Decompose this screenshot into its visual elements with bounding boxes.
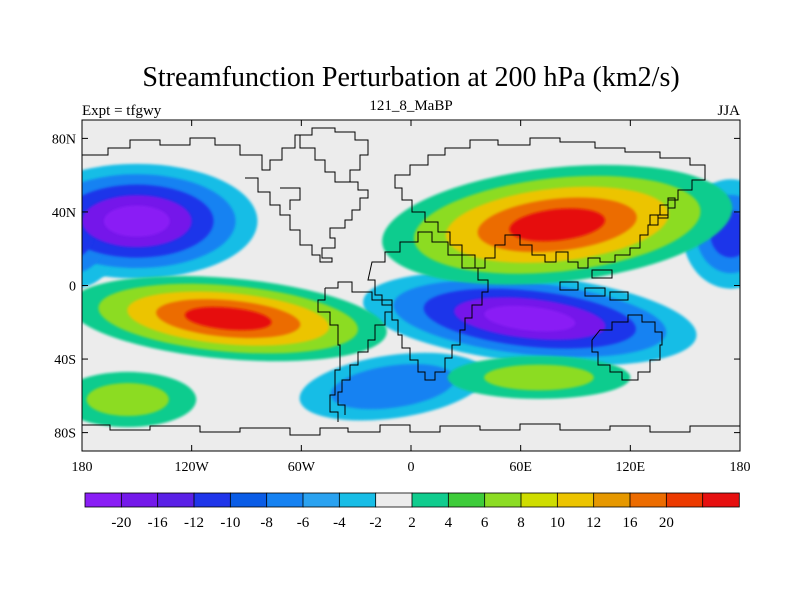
- colorbar-swatch: [411, 492, 450, 508]
- colorbar-label: -10: [220, 515, 240, 531]
- experiment-label: Expt = tfgwy: [82, 103, 162, 119]
- coastline-antarctica: [82, 423, 740, 436]
- colorbar-label: -4: [333, 515, 346, 531]
- colorbar-swatch: [193, 492, 232, 508]
- colorbar-swatch: [120, 492, 159, 508]
- y-tick-label: 40S: [54, 353, 76, 368]
- anomaly-high-7-level-8: [484, 364, 594, 391]
- colorbar-label: -16: [148, 515, 168, 531]
- colorbar-swatch: [338, 492, 377, 508]
- anomaly-high-2-level-20: [184, 306, 272, 331]
- colorbar-label: 6: [481, 515, 489, 531]
- x-tick-label: 180: [72, 460, 93, 475]
- x-tick-label: 60W: [288, 460, 316, 475]
- x-tick-label: 60E: [509, 460, 532, 475]
- season-label: JJA: [717, 103, 740, 119]
- anomaly-low-1-level-20: [103, 205, 170, 237]
- colorbar-label: 10: [550, 515, 565, 531]
- colorbar-swatch: [447, 492, 486, 508]
- x-tick-label: 0: [408, 460, 415, 475]
- y-axis: 80N 40N 0 40S 80S: [52, 132, 740, 442]
- anomaly-high-5-level-20: [509, 208, 605, 242]
- colorbar-label: 8: [517, 515, 525, 531]
- x-tick-label: 180: [730, 460, 751, 475]
- contour-band-pos-20: [184, 208, 605, 331]
- colorbar-swatch: [702, 492, 740, 508]
- colorbar-swatch: [593, 492, 631, 508]
- colorbar: -20 -16 -12 -10 -8 -6 -4 -2 2 4 6 8 10 12 16 20: [84, 492, 740, 531]
- coastline-north-america: [82, 134, 369, 263]
- colorbar-swatch: [229, 492, 268, 508]
- colorbar-swatch: [84, 492, 123, 508]
- chart-title: Streamfunction Perturbation at 200 hPa (…: [142, 62, 679, 93]
- colorbar-swatch: [375, 492, 413, 508]
- coastline-indonesia: [559, 269, 629, 301]
- colorbar-swatch: [157, 492, 195, 508]
- colorbar-label: 12: [586, 515, 601, 531]
- y-tick-label: 80N: [52, 132, 76, 147]
- colorbar-swatch: [556, 492, 595, 508]
- run-label: 121_8_MaBP: [369, 98, 452, 114]
- coastline-japan: [649, 197, 676, 226]
- anomaly-low-6-level-20: [484, 305, 576, 332]
- colorbar-label: 16: [623, 515, 639, 531]
- colorbar-swatch: [629, 492, 668, 508]
- anomaly-high-3-level-8: [86, 382, 169, 417]
- x-tick-label: 120W: [175, 460, 210, 475]
- colorbar-label: -8: [260, 515, 273, 531]
- anomaly-low-4-level-8: [330, 364, 455, 410]
- x-axis: 180 120W 60W 0 60E 120E 180: [72, 120, 751, 475]
- colorbar-label: 2: [408, 515, 416, 531]
- colorbar-label: 20: [659, 515, 674, 531]
- y-tick-label: 0: [69, 280, 76, 295]
- colorbar-swatch: [520, 492, 559, 508]
- map-plot-area: [82, 120, 740, 451]
- coastline-south-america: [317, 281, 393, 422]
- coastline-greenland: [299, 127, 369, 183]
- colorbar-swatch: [484, 492, 522, 508]
- colorbar-label: 4: [445, 515, 453, 531]
- coastline-africa: [367, 231, 489, 381]
- colorbar-label: -20: [111, 515, 131, 531]
- contour-band-neg-20: [103, 205, 576, 332]
- coastline-australia: [591, 314, 663, 381]
- y-tick-label: 80S: [54, 427, 76, 442]
- colorbar-label: -12: [184, 515, 204, 531]
- colorbar-swatch: [665, 492, 704, 508]
- x-tick-label: 120E: [616, 460, 646, 475]
- colorbar-label: -6: [297, 515, 310, 531]
- colorbar-swatch: [266, 492, 304, 508]
- colorbar-swatch: [302, 492, 341, 508]
- y-tick-label: 40N: [52, 206, 76, 221]
- colorbar-label: -2: [369, 515, 382, 531]
- filled-contours: [82, 163, 740, 428]
- coastlines: [82, 127, 740, 436]
